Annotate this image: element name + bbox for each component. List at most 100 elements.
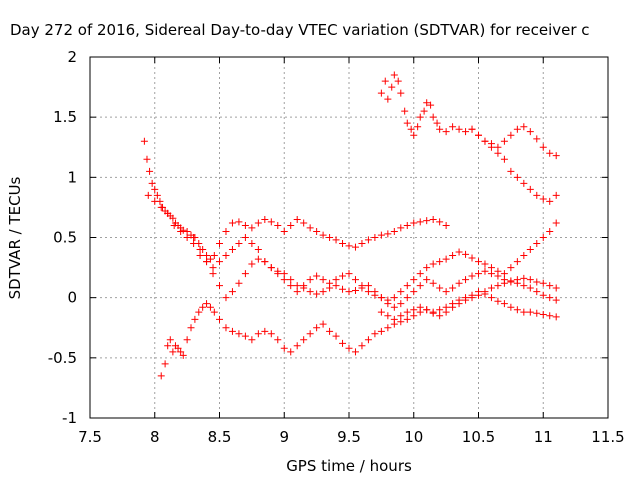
data-point xyxy=(206,255,214,263)
data-point xyxy=(414,123,422,131)
data-point xyxy=(455,125,463,133)
data-point xyxy=(552,152,560,160)
grid-layer xyxy=(90,57,608,418)
data-point xyxy=(427,101,435,109)
y-tick-label: 0 xyxy=(67,289,77,307)
data-point xyxy=(533,135,541,143)
y-tick-label: 1 xyxy=(67,168,77,186)
data-point xyxy=(416,303,424,311)
data-point xyxy=(384,230,392,238)
tick-label-layer: 7.5 8 8.5 9 9.5 10 10.5 11 11.5-1-0.500.511.52 xyxy=(48,48,625,446)
data-point xyxy=(533,288,541,296)
data-point xyxy=(455,279,463,287)
data-point xyxy=(332,332,340,340)
data-point xyxy=(442,255,450,263)
data-point xyxy=(177,227,185,235)
data-point xyxy=(377,89,385,97)
data-point xyxy=(487,264,495,272)
data-point xyxy=(179,351,187,359)
data-point xyxy=(254,330,262,338)
data-point xyxy=(313,227,321,235)
data-point xyxy=(468,125,476,133)
data-point xyxy=(267,330,275,338)
data-point xyxy=(280,344,288,352)
data-point xyxy=(546,312,554,320)
data-point xyxy=(520,123,528,131)
data-point xyxy=(410,219,418,227)
data-point xyxy=(390,303,398,311)
data-point xyxy=(280,270,288,278)
data-point xyxy=(267,264,275,272)
data-point xyxy=(164,342,172,350)
data-point xyxy=(526,276,534,284)
data-point xyxy=(546,227,554,235)
data-point xyxy=(222,252,230,260)
data-point xyxy=(169,348,177,356)
data-point xyxy=(216,282,223,290)
data-point xyxy=(148,179,156,187)
data-point xyxy=(248,240,256,248)
data-point xyxy=(326,284,334,292)
data-point xyxy=(449,284,457,292)
data-point xyxy=(287,282,295,290)
chart-title: Day 272 of 2016, Sidereal Day-to-day VTE… xyxy=(10,21,590,39)
x-tick-label: 11.5 xyxy=(591,428,624,446)
data-point xyxy=(507,264,515,272)
data-point xyxy=(210,252,218,260)
data-point xyxy=(261,258,269,266)
data-point xyxy=(371,234,379,241)
data-point xyxy=(199,303,207,311)
data-point xyxy=(190,234,198,241)
data-point xyxy=(183,336,191,344)
data-point xyxy=(293,215,301,223)
data-point xyxy=(293,288,301,296)
data-point xyxy=(520,282,528,290)
data-point xyxy=(345,242,353,250)
data-point xyxy=(423,99,431,107)
data-point xyxy=(364,336,372,344)
data-point xyxy=(520,274,528,282)
data-points-layer xyxy=(140,71,560,380)
data-point xyxy=(546,294,554,302)
data-point xyxy=(261,327,269,335)
data-point xyxy=(552,219,560,227)
data-point xyxy=(358,342,366,350)
data-point xyxy=(161,360,169,368)
data-point xyxy=(364,288,372,296)
data-point xyxy=(539,279,547,287)
data-point xyxy=(475,288,482,296)
data-point xyxy=(475,258,482,266)
data-point xyxy=(169,214,177,222)
data-point xyxy=(526,128,534,136)
y-tick-label: 0.5 xyxy=(53,229,77,247)
data-point xyxy=(410,131,418,139)
data-point xyxy=(429,279,437,287)
data-point xyxy=(235,279,243,287)
data-point xyxy=(390,71,398,79)
data-point xyxy=(187,324,195,332)
data-point xyxy=(287,348,295,356)
data-point xyxy=(293,282,301,290)
data-point xyxy=(436,258,444,266)
data-point xyxy=(351,348,359,356)
data-point xyxy=(300,336,308,344)
data-point xyxy=(436,125,444,133)
data-point xyxy=(364,236,372,244)
data-point xyxy=(377,308,385,316)
data-point xyxy=(216,240,223,248)
data-point xyxy=(526,185,534,193)
data-point xyxy=(371,288,379,296)
data-point xyxy=(235,240,243,248)
y-tick-label: -1 xyxy=(62,409,77,427)
data-point xyxy=(222,227,230,235)
data-point xyxy=(394,77,402,85)
data-point xyxy=(546,197,554,205)
data-point xyxy=(319,276,327,284)
data-point xyxy=(216,258,223,266)
data-point xyxy=(377,294,385,302)
data-point xyxy=(526,246,534,254)
data-point xyxy=(416,218,424,226)
data-point xyxy=(403,221,411,229)
y-tick-label: 2 xyxy=(67,48,77,66)
data-point xyxy=(222,324,230,332)
